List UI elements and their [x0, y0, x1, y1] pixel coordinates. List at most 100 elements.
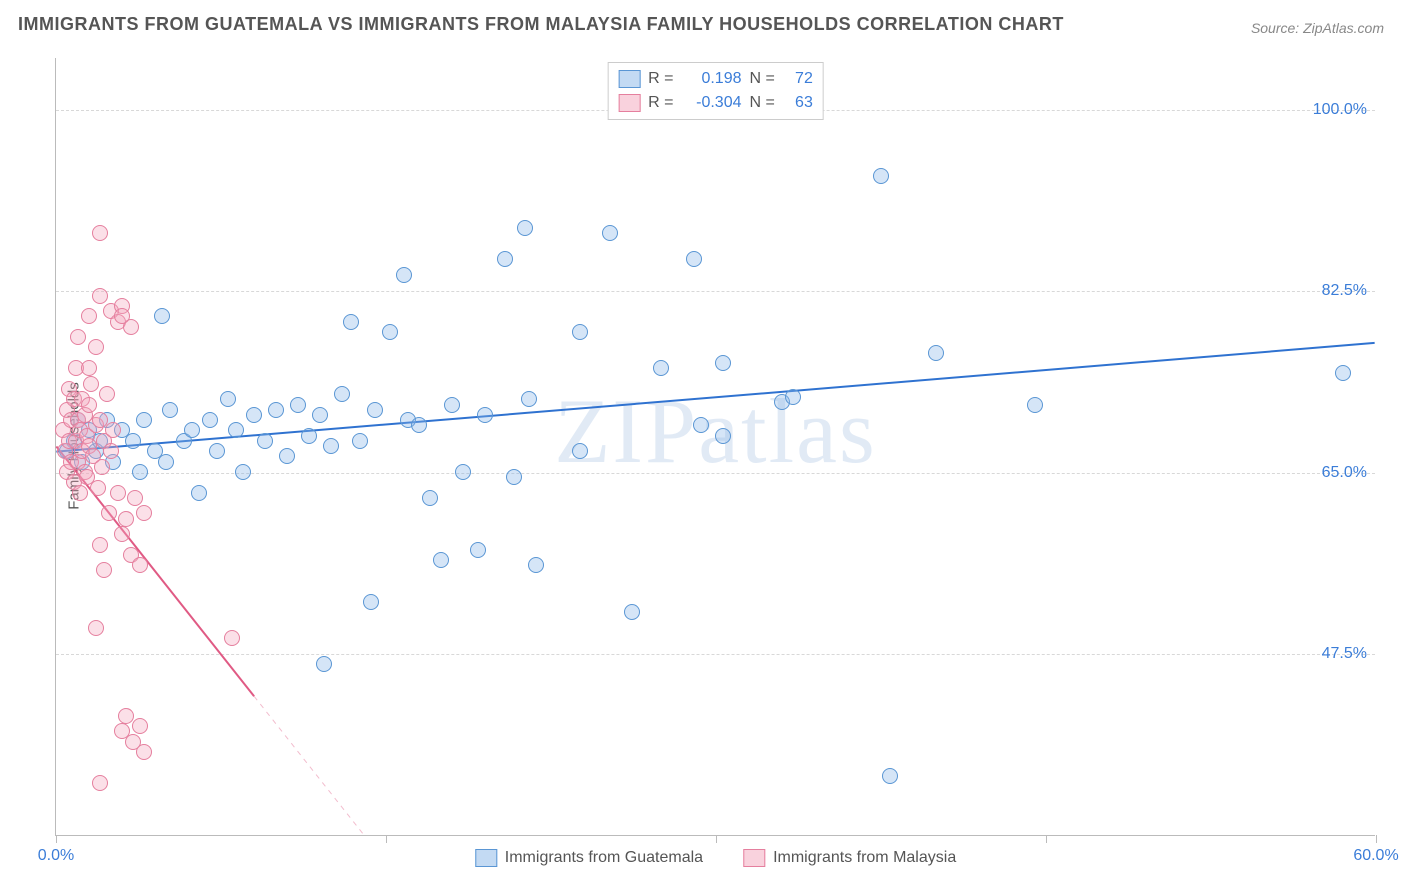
series-legend: Immigrants from Guatemala Immigrants fro…: [475, 849, 956, 867]
data-point-guatemala: [246, 407, 262, 423]
correlation-legend: R = 0.198 N = 72 R = -0.304 N = 63: [607, 62, 824, 120]
gridline: [56, 654, 1375, 655]
data-point-guatemala: [1335, 365, 1351, 381]
data-point-guatemala: [928, 345, 944, 361]
legend-row-malaysia: R = -0.304 N = 63: [618, 91, 813, 115]
data-point-guatemala: [528, 557, 544, 573]
x-tick-label: 60.0%: [1353, 847, 1398, 865]
x-tick-label: 0.0%: [38, 847, 74, 865]
data-point-guatemala: [352, 433, 368, 449]
r-label: R =: [648, 70, 673, 88]
data-point-malaysia: [92, 775, 108, 791]
data-point-guatemala: [220, 391, 236, 407]
data-point-malaysia: [136, 744, 152, 760]
data-point-guatemala: [334, 386, 350, 402]
data-point-malaysia: [83, 376, 99, 392]
data-point-malaysia: [224, 630, 240, 646]
n-label: N =: [750, 70, 775, 88]
data-point-malaysia: [127, 490, 143, 506]
r-label: R =: [648, 94, 673, 112]
data-point-guatemala: [279, 448, 295, 464]
data-point-guatemala: [367, 402, 383, 418]
data-point-guatemala: [158, 454, 174, 470]
data-point-guatemala: [715, 428, 731, 444]
y-tick-label: 47.5%: [1322, 645, 1367, 663]
data-point-guatemala: [497, 251, 513, 267]
data-point-guatemala: [693, 417, 709, 433]
data-point-malaysia: [88, 339, 104, 355]
data-point-guatemala: [312, 407, 328, 423]
legend-item-malaysia: Immigrants from Malaysia: [743, 849, 956, 867]
data-point-guatemala: [470, 542, 486, 558]
n-value-malaysia: 63: [783, 94, 813, 112]
data-point-guatemala: [125, 433, 141, 449]
r-value-malaysia: -0.304: [682, 94, 742, 112]
data-point-malaysia: [114, 526, 130, 542]
n-value-guatemala: 72: [783, 70, 813, 88]
legend-label-malaysia: Immigrants from Malaysia: [773, 849, 956, 867]
n-label: N =: [750, 94, 775, 112]
data-point-guatemala: [686, 251, 702, 267]
legend-label-guatemala: Immigrants from Guatemala: [505, 849, 703, 867]
data-point-guatemala: [228, 422, 244, 438]
data-point-malaysia: [96, 562, 112, 578]
data-point-guatemala: [316, 656, 332, 672]
data-point-malaysia: [70, 329, 86, 345]
r-value-guatemala: 0.198: [682, 70, 742, 88]
swatch-blue: [475, 849, 497, 867]
data-point-guatemala: [323, 438, 339, 454]
data-point-guatemala: [455, 464, 471, 480]
y-tick-label: 82.5%: [1322, 282, 1367, 300]
data-point-malaysia: [136, 505, 152, 521]
data-point-guatemala: [785, 389, 801, 405]
data-point-malaysia: [132, 718, 148, 734]
trend-lines: [56, 58, 1375, 835]
y-tick-label: 100.0%: [1313, 101, 1367, 119]
data-point-guatemala: [433, 552, 449, 568]
data-point-guatemala: [184, 422, 200, 438]
data-point-guatemala: [343, 314, 359, 330]
swatch-pink: [618, 94, 640, 112]
chart-title: IMMIGRANTS FROM GUATEMALA VS IMMIGRANTS …: [18, 14, 1064, 35]
data-point-malaysia: [103, 443, 119, 459]
data-point-guatemala: [268, 402, 284, 418]
data-point-malaysia: [114, 308, 130, 324]
y-tick-label: 65.0%: [1322, 464, 1367, 482]
data-point-guatemala: [132, 464, 148, 480]
data-point-malaysia: [72, 485, 88, 501]
data-point-guatemala: [517, 220, 533, 236]
data-point-guatemala: [191, 485, 207, 501]
data-point-malaysia: [81, 360, 97, 376]
data-point-guatemala: [715, 355, 731, 371]
data-point-guatemala: [422, 490, 438, 506]
data-point-guatemala: [136, 412, 152, 428]
data-point-malaysia: [92, 537, 108, 553]
data-point-malaysia: [90, 480, 106, 496]
data-point-malaysia: [105, 422, 121, 438]
data-point-malaysia: [88, 620, 104, 636]
data-point-malaysia: [110, 485, 126, 501]
data-point-guatemala: [301, 428, 317, 444]
data-point-guatemala: [873, 168, 889, 184]
x-tick: [716, 835, 717, 843]
x-tick: [1046, 835, 1047, 843]
data-point-malaysia: [81, 308, 97, 324]
chart-plot-area: ZIPatlas 47.5%65.0%82.5%100.0% 0.0%60.0%…: [55, 58, 1375, 836]
gridline: [56, 291, 1375, 292]
x-tick: [386, 835, 387, 843]
data-point-malaysia: [118, 511, 134, 527]
data-point-guatemala: [624, 604, 640, 620]
data-point-guatemala: [572, 443, 588, 459]
data-point-malaysia: [81, 397, 97, 413]
x-tick: [1376, 835, 1377, 843]
x-tick: [56, 835, 57, 843]
data-point-guatemala: [162, 402, 178, 418]
legend-row-guatemala: R = 0.198 N = 72: [618, 67, 813, 91]
swatch-blue: [618, 70, 640, 88]
data-point-guatemala: [506, 469, 522, 485]
data-point-guatemala: [382, 324, 398, 340]
data-point-guatemala: [521, 391, 537, 407]
data-point-guatemala: [235, 464, 251, 480]
legend-item-guatemala: Immigrants from Guatemala: [475, 849, 703, 867]
data-point-guatemala: [653, 360, 669, 376]
